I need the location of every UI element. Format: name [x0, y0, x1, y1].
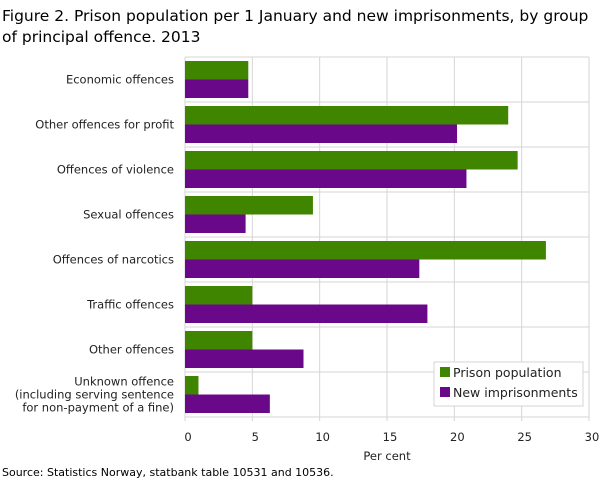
category-label: Sexual offences [83, 208, 174, 222]
bar-prison-population [185, 376, 199, 395]
x-tick-label: 25 [517, 430, 532, 444]
category-label: (including serving sentence [15, 388, 174, 402]
bar-new-imprisonments [185, 169, 467, 188]
legend-swatch [440, 387, 450, 397]
bar-prison-population [185, 331, 253, 350]
x-axis-label: Per cent [363, 449, 411, 463]
category-label: Other offences for profit [35, 118, 174, 132]
chart-title: Figure 2. Prison population per 1 Januar… [2, 7, 589, 46]
bar-new-imprisonments [185, 394, 270, 413]
category-label: Other offences [89, 343, 174, 357]
legend-swatch [440, 367, 450, 377]
bar-new-imprisonments [185, 124, 458, 143]
category-label: for non-payment of a fine) [22, 401, 174, 415]
x-tick-label: 20 [450, 430, 465, 444]
category-label: Offences of violence [57, 163, 174, 177]
bar-prison-population [185, 241, 546, 260]
source-note: Source: Statistics Norway, statbank tabl… [2, 466, 334, 479]
bar-new-imprisonments [185, 79, 249, 98]
bar-prison-population [185, 106, 509, 125]
x-tick-label: 0 [184, 430, 191, 444]
x-tick-label: 5 [252, 430, 259, 444]
x-tick-label: 30 [585, 430, 600, 444]
bar-new-imprisonments [185, 214, 246, 233]
category-label: Traffic offences [86, 298, 174, 312]
bar-new-imprisonments [185, 259, 420, 278]
category-label: Offences of narcotics [53, 253, 174, 267]
legend-label: New imprisonments [453, 385, 578, 400]
bar-new-imprisonments [185, 349, 304, 368]
bar-prison-population [185, 286, 253, 305]
category-label: Unknown offence [74, 375, 174, 389]
legend-label: Prison population [453, 365, 562, 380]
x-tick-label: 15 [383, 430, 398, 444]
bar-prison-population [185, 61, 249, 80]
bar-prison-population [185, 151, 518, 170]
bar-prison-population [185, 196, 313, 215]
category-label: Economic offences [66, 73, 174, 87]
bar-new-imprisonments [185, 304, 428, 323]
legend-box [433, 361, 584, 407]
x-tick-label: 10 [315, 430, 330, 444]
